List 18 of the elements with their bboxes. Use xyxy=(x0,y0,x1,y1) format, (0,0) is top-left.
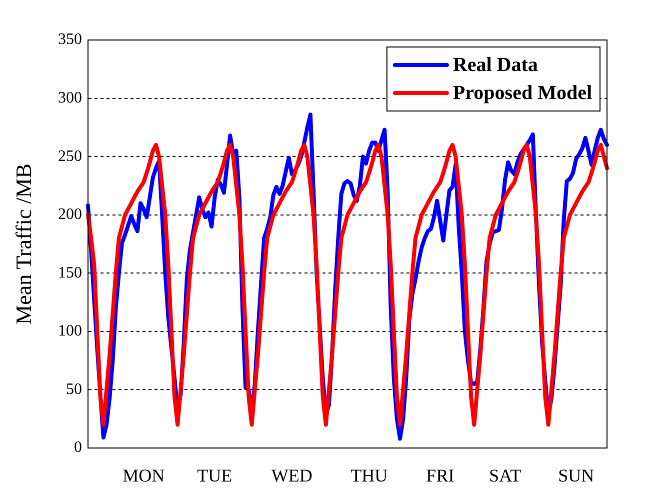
y-tick-label: 250 xyxy=(58,148,82,165)
y-tick-label: 300 xyxy=(58,89,82,106)
x-tick-label: SUN xyxy=(558,466,594,486)
x-tick-label: SAT xyxy=(489,466,522,486)
y-axis-title: Mean Traffic /MB xyxy=(10,164,36,324)
y-tick-label: 0 xyxy=(74,439,82,456)
y-tick-label: 150 xyxy=(58,264,82,282)
x-tick-label: FRI xyxy=(426,466,454,486)
y-tick-label: 350 xyxy=(58,31,82,48)
x-tick-label: TUE xyxy=(197,466,232,486)
x-tick-label: THU xyxy=(350,466,388,486)
y-tick-label: 50 xyxy=(66,380,82,398)
x-tick-label: MON xyxy=(122,466,165,486)
y-tick-label: 200 xyxy=(58,206,82,224)
x-tick-label: WED xyxy=(271,466,312,486)
y-tick-label: 100 xyxy=(58,322,82,340)
legend-label: Real Data xyxy=(452,54,538,76)
legend-label: Proposed Model xyxy=(452,82,592,104)
